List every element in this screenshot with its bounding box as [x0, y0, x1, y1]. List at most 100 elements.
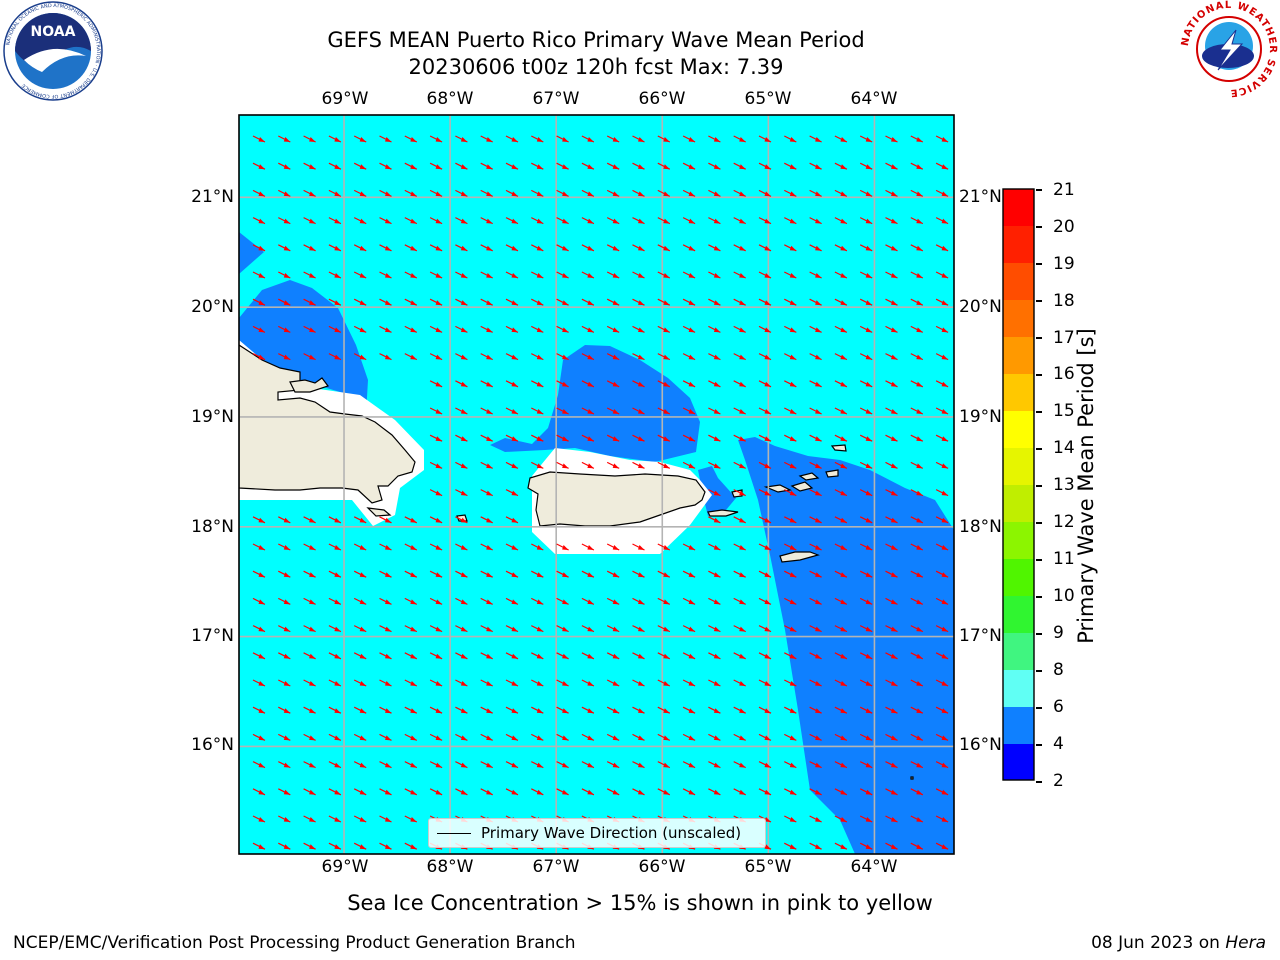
- wave-arrow-head: [309, 354, 316, 360]
- wave-arrow-head: [334, 708, 341, 714]
- wave-arrow-head: [840, 762, 847, 768]
- wave-arrow-head: [941, 653, 949, 659]
- wave-arrow-head: [587, 599, 594, 605]
- wave-arrow-head: [309, 572, 316, 578]
- colorbar-band: [1003, 374, 1034, 411]
- wave-arrow-head: [916, 164, 923, 170]
- wave-arrow-head: [410, 681, 417, 686]
- wave-arrow-head: [385, 735, 392, 741]
- wave-arrow-head: [815, 599, 822, 605]
- wave-arrow-head: [713, 409, 721, 414]
- wave-arrow-head: [663, 354, 670, 360]
- wave-arrow-head: [385, 517, 392, 523]
- wave-arrow-head: [385, 218, 392, 224]
- wave-arrow-head: [916, 708, 923, 714]
- wave-arrow-head: [460, 708, 468, 714]
- wave-arrow-head: [764, 626, 771, 632]
- wave-arrow-head: [309, 191, 316, 197]
- wave-arrow-head: [283, 762, 291, 768]
- colorbar-band: [1003, 226, 1034, 263]
- wave-arrow-head: [916, 381, 923, 387]
- wave-arrow-head: [663, 626, 670, 632]
- wave-arrow-head: [638, 708, 645, 714]
- wave-arrow-head: [536, 300, 544, 306]
- wave-arrow-head: [435, 545, 443, 550]
- wave-arrow-head: [460, 735, 468, 741]
- lat-tick-right: 18°N: [959, 517, 1002, 537]
- wave-arrow-head: [258, 599, 265, 605]
- wave-arrow-head: [840, 218, 847, 224]
- wave-arrow-head: [460, 789, 468, 795]
- wave-arrow-head: [789, 708, 797, 714]
- wave-arrow-head: [435, 191, 443, 197]
- wave-arrow-head: [739, 381, 746, 387]
- wave-arrow-head: [309, 164, 316, 170]
- wave-arrow-head: [511, 381, 518, 387]
- wave-arrow-head: [865, 817, 873, 822]
- wave-arrow-head: [764, 545, 771, 550]
- wave-arrow-head: [283, 218, 291, 224]
- wave-arrow-head: [688, 762, 696, 768]
- wave-arrow-head: [815, 164, 822, 170]
- wave-arrow-head: [739, 681, 746, 686]
- wave-arrow-head: [663, 735, 670, 741]
- wave-arrow-head: [410, 653, 417, 659]
- wave-arrow-head: [587, 463, 594, 469]
- wave-arrow-head: [789, 191, 797, 197]
- wave-arrow-head: [941, 545, 949, 550]
- wave-arrow-head: [891, 572, 898, 578]
- wave-arrow-head: [359, 844, 367, 850]
- wave-arrow-head: [334, 545, 341, 550]
- wave-arrow-head: [359, 572, 367, 578]
- wave-arrow-head: [587, 191, 594, 197]
- wave-arrow-head: [410, 517, 417, 523]
- wave-arrow-head: [486, 517, 493, 523]
- wave-arrow-head: [283, 273, 291, 278]
- wave-arrow-head: [638, 653, 645, 659]
- wave-arrow-head: [663, 545, 670, 550]
- wave-arrow-head: [562, 789, 569, 795]
- wave-arrow-head: [283, 327, 291, 333]
- wave-arrow-head: [435, 245, 443, 251]
- wave-arrow-head: [410, 245, 417, 251]
- wave-arrow-head: [486, 681, 493, 686]
- colorbar-band: [1003, 448, 1034, 485]
- wave-arrow-head: [789, 817, 797, 822]
- wave-arrow-head: [536, 137, 544, 142]
- wave-arrow-head: [840, 273, 847, 278]
- colorbar-band: [1003, 189, 1034, 226]
- footer-machine: Hera: [1225, 933, 1266, 953]
- map-panel: [238, 114, 955, 855]
- colorbar-tick: 12: [1053, 512, 1075, 532]
- wave-arrow-head: [739, 245, 746, 251]
- wave-arrow-head: [916, 354, 923, 360]
- colorbar-tick: 2: [1053, 771, 1064, 791]
- wave-arrow-head: [562, 218, 569, 224]
- wave-arrow-head: [283, 735, 291, 741]
- wave-arrow-head: [713, 545, 721, 550]
- wave-arrow-head: [663, 164, 670, 170]
- wave-arrow-head: [688, 572, 696, 578]
- wave-arrow-head: [612, 681, 620, 686]
- wave-arrow-head: [486, 762, 493, 768]
- lon-tick-top: 68°W: [426, 89, 474, 109]
- wave-arrow-head: [916, 300, 923, 306]
- colorbar-band: [1003, 596, 1034, 633]
- wave-arrow-head: [511, 164, 518, 170]
- wave-arrow-head: [511, 572, 518, 578]
- wave-arrow-head: [486, 735, 493, 741]
- wave-arrow-head: [587, 300, 594, 306]
- wave-arrow-head: [334, 327, 341, 333]
- wave-arrow-head: [385, 844, 392, 850]
- lon-tick-top: 67°W: [532, 89, 580, 109]
- wave-arrow-head: [663, 218, 670, 224]
- wave-arrow-head: [789, 354, 797, 360]
- wave-arrow-head: [713, 762, 721, 768]
- wave-arrow-head: [562, 300, 569, 306]
- wave-arrow-head: [713, 653, 721, 659]
- wave-arrow-head: [764, 164, 771, 170]
- wave-arrow-head: [359, 245, 367, 251]
- wave-arrow-head: [840, 681, 847, 686]
- wave-arrow-head: [638, 463, 645, 469]
- wave-arrow-head: [638, 137, 645, 142]
